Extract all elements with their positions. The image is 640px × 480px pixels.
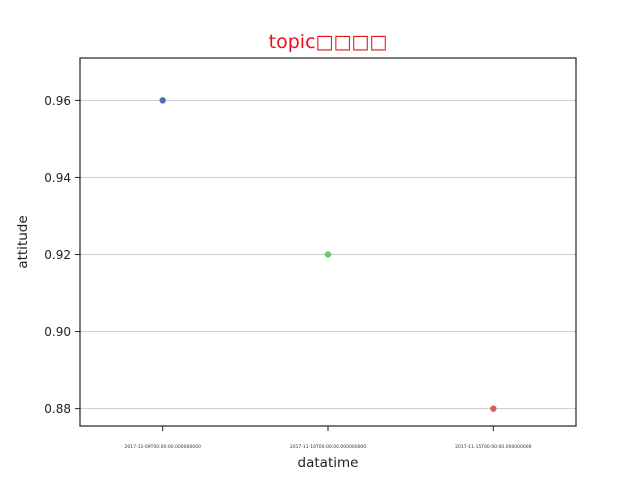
x-tick-label: 2017-11-15T00:00:00.000000000 bbox=[455, 444, 531, 450]
plot-frame bbox=[79, 57, 577, 427]
x-tick-label: 2017-11-09T00:00:00.000000000 bbox=[125, 444, 201, 450]
data-point bbox=[490, 405, 497, 412]
y-axis-title: attitude bbox=[15, 215, 31, 268]
x-tick-label: 2017-11-10T00:00:00.000000000 bbox=[290, 444, 366, 450]
y-axis: 0.88 0.90 0.92 0.94 0.96 bbox=[44, 94, 80, 416]
data-points bbox=[159, 97, 497, 412]
x-axis: 2017-11-09T00:00:00.000000000 2017-11-10T… bbox=[125, 426, 532, 450]
data-point bbox=[324, 251, 332, 258]
data-point bbox=[159, 97, 166, 104]
chart-title: topic□□□□ bbox=[269, 31, 388, 53]
y-tick-label: 0.90 bbox=[44, 325, 71, 339]
y-tick-label: 0.96 bbox=[44, 94, 71, 108]
y-tick-label: 0.92 bbox=[44, 248, 71, 262]
x-axis-title: datatime bbox=[298, 455, 359, 471]
y-tick-label: 0.88 bbox=[44, 402, 71, 416]
y-tick-label: 0.94 bbox=[44, 171, 71, 185]
